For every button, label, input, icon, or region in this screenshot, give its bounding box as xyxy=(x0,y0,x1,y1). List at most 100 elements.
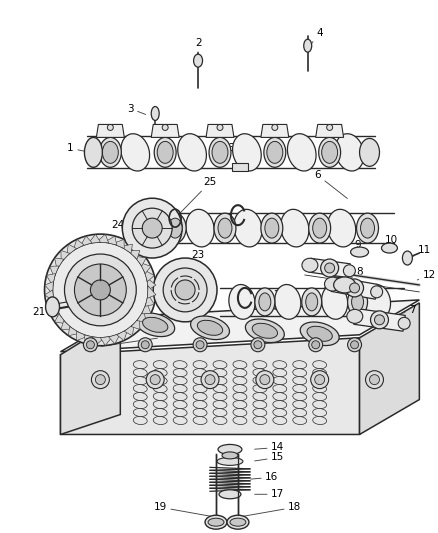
Ellipse shape xyxy=(153,377,167,385)
Ellipse shape xyxy=(293,393,307,401)
Circle shape xyxy=(309,338,323,352)
Circle shape xyxy=(201,370,219,389)
Circle shape xyxy=(374,315,385,325)
Ellipse shape xyxy=(157,141,173,163)
Circle shape xyxy=(153,258,217,322)
Ellipse shape xyxy=(222,452,238,459)
Text: 20: 20 xyxy=(84,338,157,353)
Polygon shape xyxy=(100,336,113,345)
Ellipse shape xyxy=(193,361,207,369)
Polygon shape xyxy=(50,306,61,317)
Ellipse shape xyxy=(233,361,247,369)
Ellipse shape xyxy=(234,209,262,247)
Ellipse shape xyxy=(173,408,187,417)
Polygon shape xyxy=(67,244,77,256)
Text: 2: 2 xyxy=(195,38,201,60)
Ellipse shape xyxy=(273,393,287,401)
Ellipse shape xyxy=(193,369,207,377)
Ellipse shape xyxy=(133,369,147,377)
Ellipse shape xyxy=(173,393,187,401)
Ellipse shape xyxy=(153,400,167,409)
Ellipse shape xyxy=(264,138,286,167)
Ellipse shape xyxy=(253,400,267,409)
Text: 24: 24 xyxy=(112,220,148,230)
Circle shape xyxy=(321,259,339,277)
Ellipse shape xyxy=(293,416,307,424)
Text: 8: 8 xyxy=(347,267,363,281)
Ellipse shape xyxy=(328,209,356,247)
Ellipse shape xyxy=(168,218,182,238)
Ellipse shape xyxy=(293,361,307,369)
Polygon shape xyxy=(360,303,419,434)
Ellipse shape xyxy=(173,416,187,424)
Ellipse shape xyxy=(153,361,167,369)
Polygon shape xyxy=(92,337,105,345)
Circle shape xyxy=(254,341,262,349)
Circle shape xyxy=(141,341,149,349)
Polygon shape xyxy=(61,321,73,329)
Ellipse shape xyxy=(193,400,207,409)
Circle shape xyxy=(142,218,162,238)
Ellipse shape xyxy=(133,400,147,409)
Circle shape xyxy=(150,375,160,385)
Text: 19: 19 xyxy=(154,502,213,516)
Ellipse shape xyxy=(267,141,283,163)
Polygon shape xyxy=(147,278,156,290)
Ellipse shape xyxy=(233,369,247,377)
Ellipse shape xyxy=(233,377,247,385)
Circle shape xyxy=(350,283,360,293)
Text: 9: 9 xyxy=(354,240,361,250)
Ellipse shape xyxy=(213,393,227,401)
Circle shape xyxy=(86,341,95,349)
Polygon shape xyxy=(142,302,151,314)
Ellipse shape xyxy=(352,293,364,311)
Text: 23: 23 xyxy=(187,250,205,273)
Ellipse shape xyxy=(281,209,309,247)
Polygon shape xyxy=(331,277,378,299)
Circle shape xyxy=(366,370,384,389)
Ellipse shape xyxy=(313,416,327,424)
Ellipse shape xyxy=(253,408,267,417)
Text: 21: 21 xyxy=(32,307,52,317)
Ellipse shape xyxy=(273,361,287,369)
Ellipse shape xyxy=(273,400,287,409)
Circle shape xyxy=(122,198,182,258)
Circle shape xyxy=(74,264,126,316)
Ellipse shape xyxy=(321,141,338,163)
Ellipse shape xyxy=(193,385,207,393)
Ellipse shape xyxy=(133,377,147,385)
Ellipse shape xyxy=(154,138,176,167)
Ellipse shape xyxy=(245,319,284,343)
Ellipse shape xyxy=(102,141,118,163)
Polygon shape xyxy=(145,294,154,306)
Circle shape xyxy=(217,124,223,131)
Circle shape xyxy=(163,268,207,312)
Ellipse shape xyxy=(205,515,227,529)
Ellipse shape xyxy=(253,377,267,385)
Polygon shape xyxy=(128,251,140,259)
Ellipse shape xyxy=(302,288,321,316)
Text: 25: 25 xyxy=(191,223,222,239)
Circle shape xyxy=(53,242,148,338)
Circle shape xyxy=(311,370,328,389)
Circle shape xyxy=(350,341,359,349)
Ellipse shape xyxy=(275,285,301,319)
Circle shape xyxy=(272,124,278,131)
Ellipse shape xyxy=(313,218,327,238)
Circle shape xyxy=(205,375,215,385)
Ellipse shape xyxy=(46,297,60,317)
Ellipse shape xyxy=(313,393,327,401)
Text: 6: 6 xyxy=(314,170,347,198)
Text: 11: 11 xyxy=(414,245,431,256)
Ellipse shape xyxy=(259,293,271,311)
Text: 13: 13 xyxy=(323,287,336,300)
Text: 1: 1 xyxy=(67,143,88,154)
Polygon shape xyxy=(134,256,146,266)
Ellipse shape xyxy=(252,324,278,338)
Ellipse shape xyxy=(357,213,378,243)
Ellipse shape xyxy=(229,285,255,319)
Polygon shape xyxy=(124,324,134,336)
Text: 17: 17 xyxy=(254,489,284,499)
Ellipse shape xyxy=(142,317,168,333)
Ellipse shape xyxy=(319,138,341,167)
